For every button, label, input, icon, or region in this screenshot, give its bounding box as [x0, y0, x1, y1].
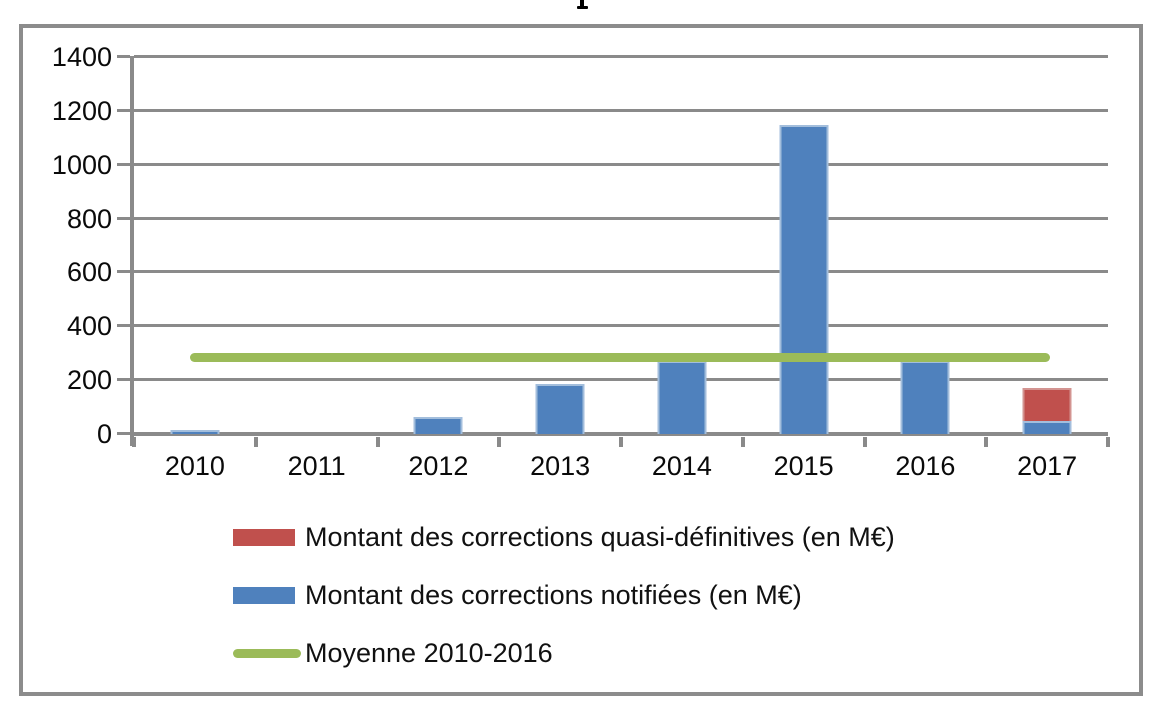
y-axis-tick-0 [117, 432, 130, 435]
legend-item-notifiees: Montant des corrections notifiées (en M€… [233, 574, 895, 616]
average-line [190, 353, 1051, 363]
category-column-2017: 2017 [986, 57, 1108, 481]
bar-2013-notifiees [535, 384, 585, 434]
gridline-1200 [134, 108, 1108, 112]
cropped-title-glyph-serif [577, 6, 588, 9]
cropped-title-fragment [577, 0, 588, 9]
y-axis-tick-800 [117, 216, 130, 220]
bar-2016-notifiees [900, 361, 950, 434]
gridline-1400 [134, 55, 1108, 58]
y-axis-tick-600 [117, 270, 130, 274]
y-axis-tick-200 [117, 378, 130, 382]
x-axis-label-2014: 2014 [651, 451, 712, 481]
x-axis-tick [375, 437, 380, 447]
x-axis-label-2013: 2013 [530, 451, 591, 481]
legend-label: Montant des corrections quasi-définitive… [305, 521, 895, 552]
category-column-2010: 2010 [134, 57, 256, 481]
x-axis-label-2011: 2011 [287, 451, 346, 481]
bar-2014-notifiees [657, 361, 707, 434]
x-axis-tick [253, 437, 258, 447]
y-axis-label-1200: 1200 [51, 95, 112, 126]
legend-label: Montant des corrections notifiées (en M€… [305, 579, 802, 610]
y-axis-label-400: 400 [66, 311, 112, 342]
bar-2010-notifiees [170, 429, 220, 434]
bar-2017-quasi-definitives [1022, 388, 1072, 422]
x-axis-label-2017: 2017 [1017, 451, 1078, 481]
x-axis-label-2010: 2010 [164, 451, 225, 481]
x-axis-tick [497, 437, 502, 447]
x-axis-tick [740, 437, 745, 447]
gridline-400 [134, 324, 1108, 328]
bar-columns: 2010 2011 2012 2013 2014 2015 2016 2017 [134, 57, 1108, 481]
x-axis-line [134, 432, 1108, 436]
x-axis-tick [132, 437, 136, 447]
legend-item-quasi-definitives: Montant des corrections quasi-définitive… [233, 516, 895, 558]
bar-2015-notifiees [779, 124, 829, 434]
legend-item-moyenne: Moyenne 2010-2016 [233, 632, 895, 674]
y-axis-label-600: 600 [66, 257, 112, 288]
category-column-2015: 2015 [743, 57, 865, 481]
category-column-2014: 2014 [621, 57, 743, 481]
y-axis-label-800: 800 [66, 203, 112, 234]
x-axis-tick [1106, 437, 1110, 447]
gridline-1000 [134, 162, 1108, 166]
x-axis-label-2015: 2015 [773, 451, 834, 481]
legend-swatch-green-line [233, 648, 301, 658]
x-axis-label-2012: 2012 [408, 451, 469, 481]
x-axis-label-2016: 2016 [895, 451, 956, 481]
y-axis-line [130, 56, 134, 446]
gridline-600 [134, 270, 1108, 274]
y-axis-label-1000: 1000 [51, 149, 112, 180]
y-axis-label-1400: 1400 [51, 42, 112, 72]
legend-swatch-blue [233, 586, 295, 604]
plot-area: 2010 2011 2012 2013 2014 2015 2016 2017 0 200 400… [52, 42, 1110, 481]
y-axis-tick-1200 [117, 108, 130, 112]
bar-2017-notifiees [1022, 421, 1072, 434]
chart-frame: 2010 2011 2012 2013 2014 2015 2016 2017 0 200 400… [19, 24, 1143, 696]
x-axis-tick [619, 437, 623, 447]
gridline-200 [134, 378, 1108, 382]
category-column-2016: 2016 [865, 57, 987, 481]
legend: Montant des corrections quasi-définitive… [233, 516, 895, 690]
gridline-800 [134, 216, 1108, 220]
y-axis-tick-1400 [117, 55, 130, 58]
y-axis-label-0: 0 [96, 419, 112, 449]
category-column-2011: 2011 [256, 57, 378, 481]
category-column-2013: 2013 [499, 57, 621, 481]
cropped-title-glyph-stem [580, 0, 584, 7]
y-axis-tick-1000 [117, 162, 130, 166]
bar-2012-notifiees [413, 417, 463, 434]
x-axis-tick [984, 437, 989, 447]
legend-label: Moyenne 2010-2016 [305, 637, 553, 668]
x-axis-tick [862, 437, 867, 447]
y-axis-tick-400 [117, 324, 130, 328]
category-column-2012: 2012 [378, 57, 500, 481]
legend-swatch-red [233, 528, 295, 546]
y-axis-label-200: 200 [66, 365, 112, 396]
